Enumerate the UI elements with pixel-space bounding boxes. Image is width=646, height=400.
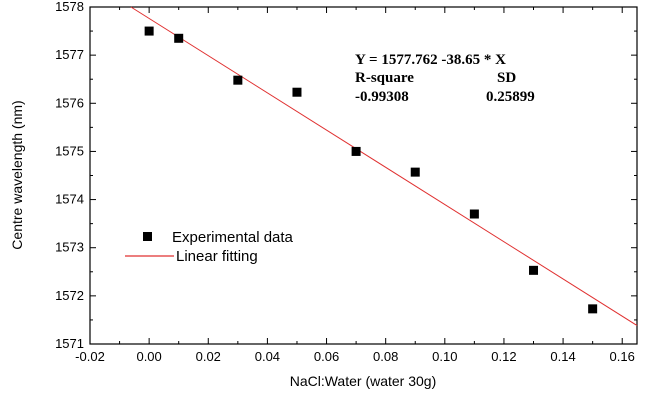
x-tick-label: 0.06 bbox=[314, 349, 339, 364]
sd-header: SD bbox=[497, 70, 516, 86]
x-tick-label: 0.14 bbox=[550, 349, 575, 364]
legend-marker-experimental bbox=[143, 232, 152, 241]
fit-equation: Y = 1577.762 -38.65 * X bbox=[355, 52, 506, 68]
data-point bbox=[351, 146, 361, 156]
data-point bbox=[233, 75, 243, 85]
r-square-value: -0.99308 bbox=[355, 89, 409, 105]
legend-label-experimental: Experimental data bbox=[172, 229, 294, 246]
x-tick-label: 0.02 bbox=[196, 349, 221, 364]
sd-value: 0.25899 bbox=[486, 89, 535, 105]
data-point bbox=[292, 87, 302, 97]
data-point bbox=[529, 265, 539, 275]
y-tick-label: 1577 bbox=[55, 47, 84, 62]
x-tick-label: 0.12 bbox=[491, 349, 516, 364]
y-tick-label: 1572 bbox=[55, 288, 84, 303]
legend-label-fit: Linear fitting bbox=[176, 248, 258, 265]
y-tick-label: 1574 bbox=[55, 192, 84, 207]
legend: Experimental data Linear fitting bbox=[125, 229, 294, 265]
y-tick-label: 1575 bbox=[55, 143, 84, 158]
data-point bbox=[144, 26, 154, 36]
data-points bbox=[144, 26, 598, 314]
x-tick-label: 0.16 bbox=[610, 349, 635, 364]
y-tick-labels: 1571 1572 1573 1574 1575 1576 1577 1578 bbox=[55, 0, 84, 351]
axis-ticks bbox=[89, 6, 637, 345]
y-tick-label: 1573 bbox=[55, 240, 84, 255]
y-tick-label: 1576 bbox=[55, 95, 84, 110]
data-point bbox=[469, 209, 479, 219]
y-tick-label: 1578 bbox=[55, 0, 84, 14]
data-point bbox=[588, 304, 598, 314]
y-axis-title: Centre wavelength (nm) bbox=[9, 100, 25, 249]
fit-line bbox=[130, 6, 638, 326]
r-square-header: R-square bbox=[355, 70, 414, 86]
y-tick-label: 1571 bbox=[55, 336, 84, 351]
fit-line-group bbox=[130, 6, 638, 326]
x-axis-title: NaCl:Water (water 30g) bbox=[290, 373, 437, 389]
x-tick-label: 0.00 bbox=[136, 349, 161, 364]
data-point bbox=[410, 167, 420, 177]
x-tick-label: -0.02 bbox=[75, 349, 105, 364]
x-tick-label: 0.08 bbox=[373, 349, 398, 364]
data-point bbox=[174, 33, 184, 43]
x-tick-label: 0.10 bbox=[432, 349, 457, 364]
x-tick-labels: -0.02 0.00 0.02 0.04 0.06 0.08 0.10 0.12 0.14 0.1… bbox=[75, 349, 635, 364]
x-tick-label: 0.04 bbox=[255, 349, 280, 364]
